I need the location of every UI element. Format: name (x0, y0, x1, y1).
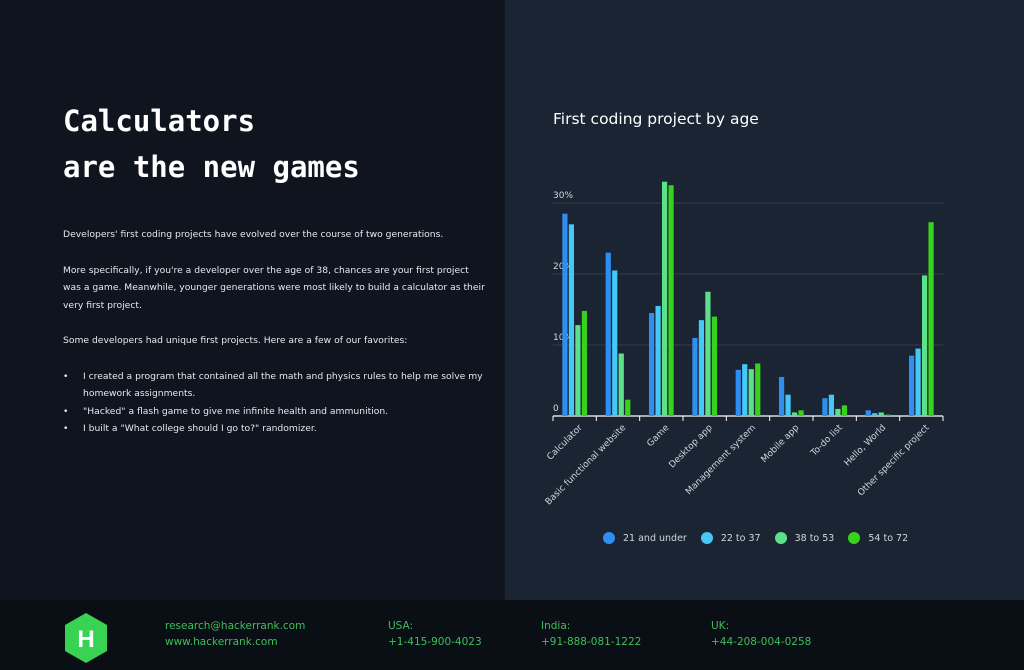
x-tick-label-desktop-app: Desktop app (667, 423, 715, 471)
hackerrank-logo-icon: H (65, 613, 107, 663)
footer-usa-phone[interactable]: +1-415-900-4023 (388, 636, 482, 648)
x-tick-label-mobile-app: Mobile app (760, 423, 802, 465)
chart-panel (505, 0, 1024, 600)
footer-india-column: India: +91-888-081-1222 (541, 618, 641, 650)
bar-calculator-38-to-53 (575, 325, 581, 416)
logo-letter: H (77, 626, 94, 653)
bar-management-system-21-and-under (735, 369, 741, 416)
x-tick-label-other-specific-project: Other specific project (856, 423, 932, 499)
bar-other-specific-project-21-and-under (908, 355, 915, 416)
bar-mobile-app-54-to-72 (798, 410, 804, 416)
bar-calculator-22-to-37 (568, 224, 575, 416)
bar-to-do-list-22-to-37 (828, 394, 835, 416)
favorite-item-3: I built a "What college should I go to?"… (63, 420, 488, 438)
legend-swatch-22-to-37 (700, 532, 713, 544)
footer-india-label: India: (541, 620, 571, 632)
x-tick-label-management-system: Management system (684, 423, 758, 497)
bar-mobile-app-38-to-53 (791, 412, 798, 416)
bar-basic-functional-website-22-to-37 (612, 270, 618, 416)
x-tick-label-game: Game (645, 423, 671, 449)
legend-item-22-to-37: 22 to 37 (700, 532, 761, 544)
paragraph-2: More specifically, if you're a developer… (63, 264, 485, 311)
legend-swatch-54-to-72 (848, 532, 861, 544)
bar-management-system-54-to-72 (755, 363, 761, 416)
footer-uk-phone[interactable]: +44-208-004-0258 (711, 636, 812, 648)
bar-hello-world-21-and-under (865, 410, 871, 416)
bar-basic-functional-website-38-to-53 (618, 353, 624, 416)
chart-legend: 21 and under 22 to 37 38 to 53 54 to 72 (603, 532, 922, 544)
bar-desktop-app-22-to-37 (698, 320, 705, 416)
bar-game-22-to-37 (655, 305, 661, 416)
footer-website-link[interactable]: www.hackerrank.com (165, 636, 278, 648)
bar-desktop-app-21-and-under (692, 337, 698, 416)
footer-india-phone[interactable]: +91-888-081-1222 (541, 636, 642, 648)
bar-hello-world-38-to-53 (878, 412, 884, 416)
favorite-item-2: "Hacked" a flash game to give me infinit… (63, 403, 488, 421)
favorite-item-1: I created a program that contained all t… (63, 368, 488, 403)
bar-to-do-list-38-to-53 (835, 408, 841, 416)
bar-mobile-app-22-to-37 (785, 394, 791, 416)
bar-other-specific-project-38-to-53 (921, 275, 928, 416)
legend-label-22-to-37: 22 to 37 (720, 532, 761, 544)
bar-hello-world-22-to-37 (872, 413, 878, 416)
bar-calculator-54-to-72 (581, 310, 588, 416)
footer-email-link[interactable]: research@hackerrank.com (165, 620, 306, 632)
headline-line-1: Calculators (63, 104, 256, 138)
bar-other-specific-project-22-to-37 (915, 348, 921, 416)
bar-game-54-to-72 (668, 185, 674, 416)
bar-basic-functional-website-21-and-under (605, 252, 611, 416)
legend-label-21-and-under: 21 and under (623, 532, 687, 544)
legend-item-21-and-under: 21 and under (603, 532, 687, 544)
bar-management-system-38-to-53 (748, 369, 754, 416)
headline: Calculators are the new games (63, 98, 360, 190)
bar-to-do-list-21-and-under (822, 398, 828, 416)
body-text: Developers' first coding projects have e… (63, 226, 488, 438)
bar-hello-world-54-to-72 (885, 414, 891, 416)
paragraph-1: Developers' first coding projects have e… (63, 229, 444, 240)
bar-to-do-list-54-to-72 (841, 405, 848, 416)
y-tick-label-30: 30% (553, 191, 573, 201)
footer-uk-label: UK: (711, 620, 730, 632)
legend-item-54-to-72: 54 to 72 (848, 532, 908, 544)
paragraph-3: Some developers had unique first project… (63, 335, 408, 346)
bar-basic-functional-website-54-to-72 (625, 399, 631, 416)
bar-desktop-app-38-to-53 (705, 291, 711, 416)
footer-usa-label: USA: (388, 620, 414, 632)
legend-swatch-38-to-53 (774, 532, 787, 544)
x-tick-label-calculator: Calculator (545, 423, 585, 463)
bar-other-specific-project-54-to-72 (928, 222, 934, 416)
footer-uk-column: UK: +44-208-004-0258 (711, 618, 811, 650)
favorites-list: I created a program that contained all t… (63, 368, 488, 438)
footer-usa-column: USA: +1-415-900-4023 (388, 618, 482, 650)
bar-mobile-app-21-and-under (778, 376, 785, 416)
x-tick-label-basic-functional-website: Basic functional website (544, 423, 629, 508)
bar-calculator-21-and-under (562, 213, 568, 416)
bar-game-38-to-53 (661, 181, 668, 416)
bar-management-system-22-to-37 (742, 364, 748, 416)
chart-title: First coding project by age (553, 110, 759, 128)
y-tick-label-0: 0 (553, 404, 559, 414)
legend-label-54-to-72: 54 to 72 (868, 532, 909, 544)
x-tick-label-hello-world: Hello, World (843, 423, 888, 468)
headline-line-2: are the new games (63, 150, 360, 184)
bar-game-21-and-under (648, 313, 655, 416)
left-panel: Calculators are the new games Developers… (0, 0, 505, 600)
bar-desktop-app-54-to-72 (711, 316, 718, 416)
legend-label-38-to-53: 38 to 53 (794, 532, 835, 544)
footer-contact-column: research@hackerrank.com www.hackerrank.c… (165, 618, 305, 650)
x-tick-label-to-do-list: To-do list (809, 423, 846, 460)
legend-item-38-to-53: 38 to 53 (774, 532, 835, 544)
footer (0, 600, 1024, 670)
legend-swatch-21-and-under (603, 532, 615, 544)
